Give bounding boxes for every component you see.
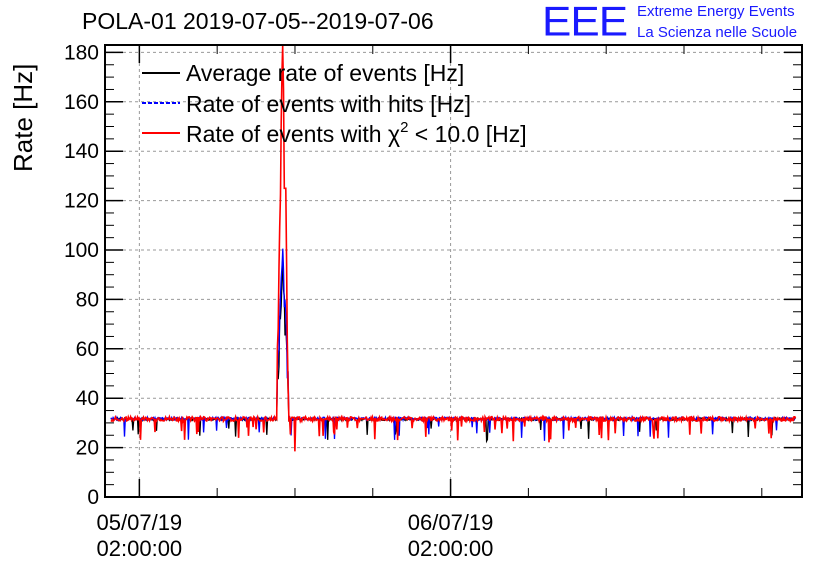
y-tick-label: 80 — [76, 288, 99, 311]
chart-title: POLA-01 2019-07-05--2019-07-06 — [82, 8, 434, 34]
y-tick-label: 0 — [87, 486, 99, 509]
series-line-1 — [110, 248, 796, 441]
legend-label-chi2: Rate of events with χ2 < 10.0 [Hz] — [186, 119, 527, 147]
grid-lines — [105, 45, 802, 497]
y-tick-label: 160 — [64, 91, 99, 114]
x-tick-label-date: 05/07/19 — [97, 510, 183, 535]
x-tick-label-time: 02:00:00 — [97, 536, 183, 561]
org-name-line2: La Scienza nelle Scuole — [637, 24, 798, 41]
y-tick-label: 60 — [76, 338, 99, 361]
y-axis-label: Rate [Hz] — [8, 63, 38, 172]
legend-label-average: Average rate of events [Hz] — [186, 60, 464, 86]
y-tick-label: 140 — [64, 140, 99, 163]
y-tick-label: 100 — [64, 239, 99, 262]
legend-label-hits: Rate of events with hits [Hz] — [186, 91, 471, 117]
plot-series — [110, 44, 797, 452]
legend: Average rate of events [Hz] Rate of even… — [142, 60, 527, 147]
y-tick-label: 180 — [64, 41, 99, 64]
y-tick-label: 120 — [64, 190, 99, 213]
org-name-line1: Extreme Energy Events — [637, 3, 795, 20]
series-line-0 — [110, 257, 796, 444]
x-tick-label-time: 02:00:00 — [408, 536, 494, 561]
eee-logo: EEE — [542, 0, 628, 45]
y-tick-label: 20 — [76, 437, 99, 460]
y-tick-label: 40 — [76, 387, 99, 410]
x-tick-label-date: 06/07/19 — [408, 510, 494, 535]
series-line-2 — [110, 44, 797, 452]
plot-frame — [104, 44, 803, 498]
y-axis: 0 20 40 60 80 100 120 140 160 180 — [64, 41, 802, 509]
